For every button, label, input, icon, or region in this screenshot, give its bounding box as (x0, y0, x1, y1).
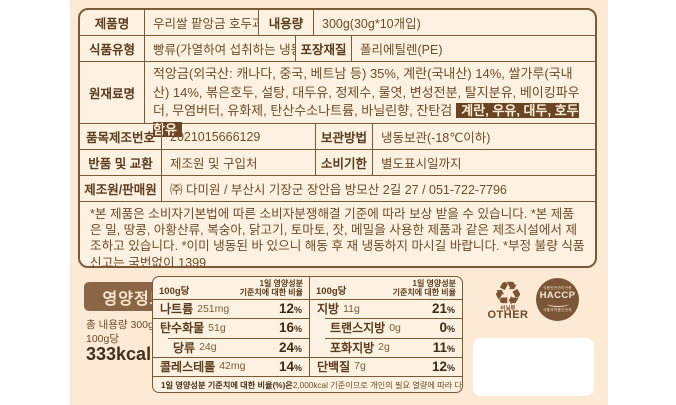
nutrition-table: 100g당 1일 영양성분 기준치에 대한 비율 나트륨 251mg 12% 탄수… (152, 276, 463, 393)
header-amount: 100g당 (316, 286, 347, 297)
nutrient-row-sugars: 당류 24g 24% (153, 337, 309, 357)
nutrition-total-amount: 총 내용량 300g (86, 319, 154, 331)
nutrition-per-amount: 100g당 (86, 333, 120, 345)
nutrition-columns: 100g당 1일 영양성분 기준치에 대한 비율 나트륨 251mg 12% 탄수… (153, 277, 462, 376)
nutrient-row-sodium: 나트륨 251mg 12% (153, 299, 309, 318)
nutrient-row-carbs: 탄수화물 51g 16% (153, 318, 309, 337)
expiry-value: 별도표시일까지 (381, 157, 462, 171)
table-row-returns: 반품 및 교환 제조원 및 구입처 소비기한 별도표시일까지 (80, 150, 595, 176)
recycle-type-label: OTHER (487, 309, 529, 321)
table-row-food-type: 식품유형 빵류(가열하여 섭취하는 냉동식품) 포장재질 폴리에틸렌(PE) (80, 36, 595, 62)
nutrition-kcal: 333kcal (86, 344, 152, 364)
net-content-label: 내용량 (258, 10, 314, 35)
haccp-main-text: HACCP (539, 290, 576, 301)
nutrient-row-cholesterol: 콜레스테롤 42mg 14% (153, 356, 309, 376)
nutrition-column-right: 100g당 1일 영양성분 기준치에 대한 비율 지방 11g 21% 트랜스지방… (310, 277, 462, 376)
nutrition-header-left: 100g당 1일 영양성분 기준치에 대한 비율 (153, 277, 309, 299)
consumer-notes: *본 제품은 소비자기본법에 따른 소비자분쟁해결 기준에 따라 보상 받을 수… (90, 207, 585, 268)
item-number-value: 2021015666129 (170, 129, 261, 144)
recycle-triangle-icon: ♻ 비닐류 (485, 277, 531, 313)
table-row-item-number: 품목제조번호 2021015666129 보관방법 냉동보관(-18℃이하) (80, 124, 595, 150)
nutrition-header-right: 100g당 1일 영양성분 기준치에 대한 비율 (310, 277, 462, 299)
packaging-label: 포장재질 (295, 36, 352, 61)
returns-label: 반품 및 교환 (80, 150, 162, 175)
header-pct: 1일 영양성분 기준치에 대한 비율 (392, 279, 456, 297)
product-name-label: 제품명 (80, 10, 145, 35)
net-content-value: 300g(30g*10개입) (322, 17, 421, 31)
recycling-mark: ♻ 비닐류 OTHER (485, 277, 531, 322)
header-pct: 1일 영양성분 기준치에 대한 비율 (239, 279, 303, 297)
haccp-bottom-text: 식품의약품안전처 (543, 308, 572, 312)
blank-date-stamp-area (473, 338, 594, 396)
haccp-certification-icon: 식품안전관리인증 HACCP 식품의약품안전처 (536, 278, 579, 321)
item-number-label: 품목제조번호 (80, 124, 162, 149)
food-type-label: 식품유형 (80, 36, 145, 61)
nutrition-summary: 총 내용량 300g 100g당 333kcal (86, 318, 154, 364)
ingredients-label: 원재료명 (80, 62, 145, 123)
nutrition-column-left: 100g당 1일 영양성분 기준치에 대한 비율 나트륨 251mg 12% 탄수… (153, 277, 310, 376)
product-info-table: 제품명 우리쌀 팥앙금 호두과자 내용량 300g(30g*10개입) 식품유형… (78, 8, 597, 268)
nutrient-row-transfat: 트랜스지방 0g 0% (310, 318, 462, 337)
packaging-value: 폴리에틸렌(PE) (360, 43, 443, 57)
food-type-value: 빵류(가열하여 섭취하는 냉동식품) (153, 43, 295, 57)
product-name-value: 우리쌀 팥앙금 호두과자 (153, 17, 258, 31)
manufacturer-label: 제조원/판매원 (80, 176, 162, 201)
recycle-material-label: 비닐류 (500, 306, 516, 312)
table-row-ingredients: 원재료명 적앙금(외국산: 캐나다, 중국, 베트남 등) 35%, 계란(국내… (80, 62, 595, 137)
header-amount: 100g당 (159, 286, 190, 297)
manufacturer-value: ㈜ 다미원 / 부산시 기장군 장안읍 방모산 2길 27 / 051-722-… (170, 183, 507, 197)
table-row-notes: *본 제품은 소비자기본법에 따른 소비자분쟁해결 기준에 따라 보상 받을 수… (80, 202, 595, 268)
nutrient-row-protein: 단백질 7g 12% (310, 356, 462, 376)
returns-value: 제조원 및 구입처 (170, 157, 258, 171)
expiry-label: 소비기한 (315, 150, 373, 175)
table-row-product-name: 제품명 우리쌀 팥앙금 호두과자 내용량 300g(30g*10개입) (80, 10, 595, 36)
haccp-top-text: 식품안전관리인증 (543, 286, 572, 290)
nutrient-row-satfat: 포화지방 2g 11% (310, 337, 462, 357)
nutrient-row-fat: 지방 11g 21% (310, 299, 462, 318)
nutrition-footnote: 1일 영양성분 기준치에 대한 비율(%)은 2,000kcal 기준이므로 개… (153, 376, 462, 392)
ingredients-text: 적앙금(외국산: 캐나다, 중국, 베트남 등) 35%, 계란(국내산) 14… (145, 62, 595, 137)
storage-label: 보관방법 (315, 124, 373, 149)
haccp-arc-decoration (546, 301, 569, 307)
ingredients-list: 적앙금(외국산: 캐나다, 중국, 베트남 등) 35%, 계란(국내산) 14… (153, 66, 580, 118)
storage-value: 냉동보관(-18℃이하) (381, 131, 491, 145)
table-row-manufacturer: 제조원/판매원 ㈜ 다미원 / 부산시 기장군 장안읍 방모산 2길 27 / … (80, 176, 595, 202)
